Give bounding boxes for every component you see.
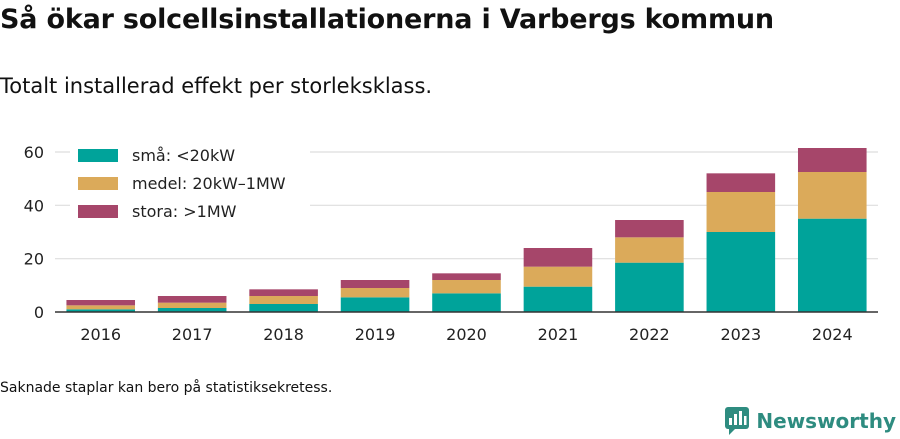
y-tick-label: 20 (24, 250, 44, 269)
legend-label: små: <20kW (132, 146, 235, 165)
bar-segment (249, 289, 318, 296)
bar-segment (340, 280, 410, 288)
bar-segment (615, 220, 684, 238)
bar-segment (615, 262, 684, 312)
legend-swatch (78, 205, 118, 218)
x-tick-label: 2020 (446, 325, 487, 344)
legend-label: stora: >1MW (132, 202, 237, 221)
bar-segment (66, 305, 136, 310)
bar-chart-logo-icon (725, 407, 750, 435)
x-tick-label: 2024 (812, 325, 853, 344)
y-tick-label: 60 (24, 143, 44, 162)
bar-segment (249, 296, 318, 304)
bar-segment (157, 302, 227, 308)
legend-swatch (78, 177, 118, 190)
x-tick-label: 2017 (172, 325, 213, 344)
stacked-bar-chart: 0 20 40 60 2016 2017 2018 2019 2020 2021 2022 2023 2… (24, 140, 878, 344)
bar-segment (797, 148, 867, 172)
bar-segment (523, 286, 593, 312)
bar-segment (523, 266, 593, 287)
bar-segment (706, 192, 776, 232)
bar-segment (615, 237, 684, 263)
x-tick-label: 2021 (538, 325, 579, 344)
bar-segment (523, 248, 593, 267)
y-tick-label: 0 (34, 303, 44, 322)
x-tick-label: 2019 (355, 325, 396, 344)
bar-segment (340, 288, 410, 298)
bar-segment (340, 297, 410, 312)
bar-segment (66, 300, 136, 306)
bar-segment (432, 280, 501, 294)
footnote: Saknade staplar kan bero på statistiksek… (0, 380, 333, 396)
bar-segment (706, 232, 776, 312)
bar-segment (157, 308, 227, 312)
bar-segment (797, 172, 867, 219)
y-tick-label: 40 (24, 196, 44, 215)
legend-swatch (78, 149, 118, 162)
x-tick-label: 2016 (80, 325, 121, 344)
brand-name: Newsworthy (756, 409, 896, 433)
x-tick-label: 2023 (720, 325, 761, 344)
x-tick-label: 2018 (263, 325, 304, 344)
chart-title: Så ökar solcellsinstallationerna i Varbe… (0, 4, 774, 35)
bar-segment (706, 173, 776, 192)
bar-segment (797, 218, 867, 312)
newsworthy-logo[interactable]: Newsworthy (724, 406, 896, 436)
legend-label: medel: 20kW–1MW (132, 174, 286, 193)
bar-segment (157, 296, 227, 303)
bar-segment (249, 304, 318, 312)
bar-segment (66, 309, 136, 312)
chart-subtitle: Totalt installerad effekt per storlekskl… (0, 74, 433, 98)
bar-segment (432, 293, 501, 312)
x-tick-label: 2022 (629, 325, 670, 344)
bar-segment (432, 273, 501, 280)
